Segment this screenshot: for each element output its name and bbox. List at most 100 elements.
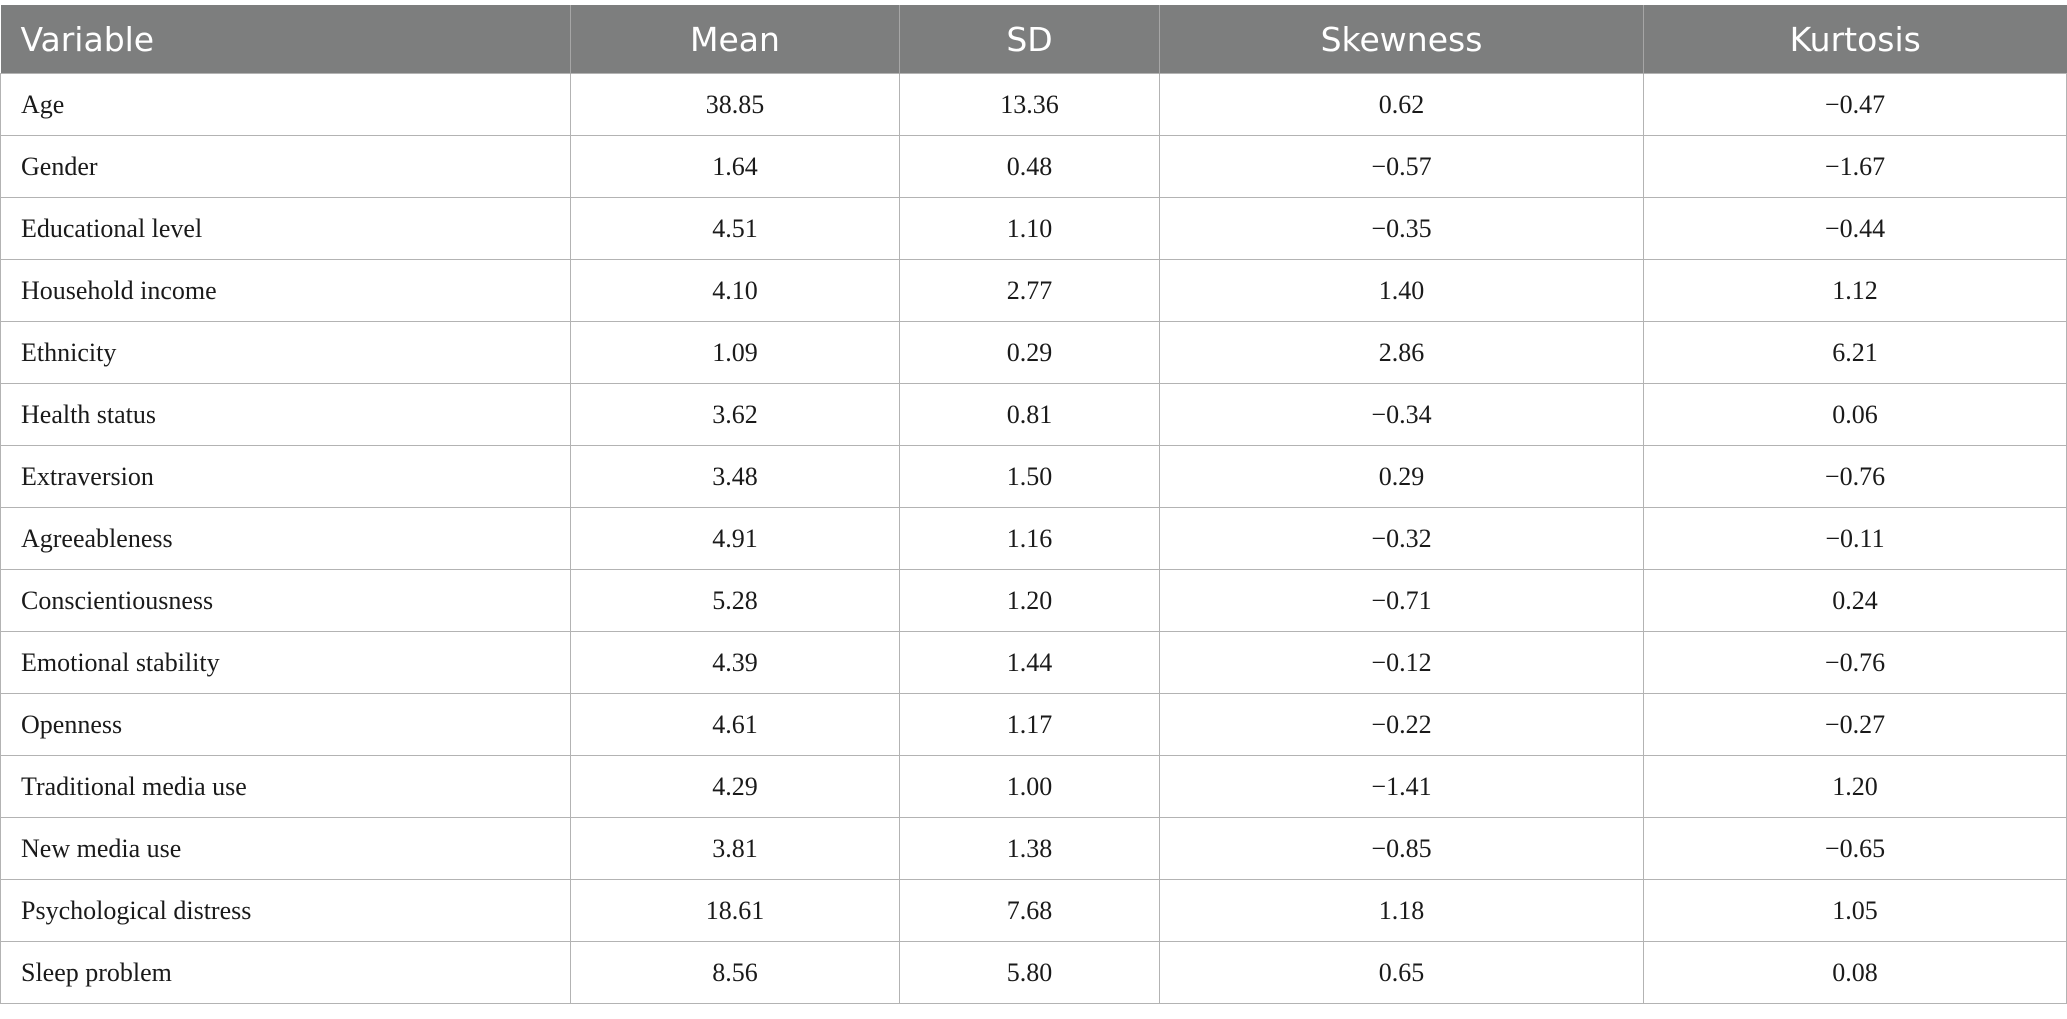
cell-sd: 0.29 bbox=[899, 321, 1160, 384]
header-row: Variable Mean SD Skewness Kurtosis bbox=[0, 5, 2067, 74]
descriptive-statistics-table: Variable Mean SD Skewness Kurtosis Age 38… bbox=[0, 5, 2067, 1004]
cell-variable: Agreeableness bbox=[0, 507, 571, 570]
header-mean: Mean bbox=[570, 5, 900, 74]
cell-mean: 4.61 bbox=[570, 693, 900, 756]
cell-variable: Household income bbox=[0, 259, 571, 322]
cell-kurtosis: 6.21 bbox=[1643, 321, 2067, 384]
cell-kurtosis: 1.12 bbox=[1643, 259, 2067, 322]
table-row: Extraversion 3.48 1.50 0.29 −0.76 bbox=[0, 445, 2067, 508]
cell-kurtosis: 0.24 bbox=[1643, 569, 2067, 632]
cell-kurtosis: −0.47 bbox=[1643, 73, 2067, 136]
cell-sd: 1.17 bbox=[899, 693, 1160, 756]
table-row: Age 38.85 13.36 0.62 −0.47 bbox=[0, 73, 2067, 136]
header-sd: SD bbox=[899, 5, 1160, 74]
cell-kurtosis: −0.76 bbox=[1643, 631, 2067, 694]
cell-kurtosis: −0.44 bbox=[1643, 197, 2067, 260]
cell-sd: 1.50 bbox=[899, 445, 1160, 508]
cell-variable: Ethnicity bbox=[0, 321, 571, 384]
cell-skewness: 2.86 bbox=[1159, 321, 1644, 384]
cell-mean: 4.39 bbox=[570, 631, 900, 694]
table-header: Variable Mean SD Skewness Kurtosis bbox=[0, 5, 2067, 74]
table-row: New media use 3.81 1.38 −0.85 −0.65 bbox=[0, 817, 2067, 880]
cell-mean: 38.85 bbox=[570, 73, 900, 136]
cell-variable: Psychological distress bbox=[0, 879, 571, 942]
cell-skewness: −0.22 bbox=[1159, 693, 1644, 756]
cell-sd: 7.68 bbox=[899, 879, 1160, 942]
cell-mean: 1.09 bbox=[570, 321, 900, 384]
cell-variable: Health status bbox=[0, 383, 571, 446]
cell-mean: 5.28 bbox=[570, 569, 900, 632]
cell-skewness: −0.35 bbox=[1159, 197, 1644, 260]
cell-variable: New media use bbox=[0, 817, 571, 880]
table-row: Agreeableness 4.91 1.16 −0.32 −0.11 bbox=[0, 507, 2067, 570]
cell-sd: 0.48 bbox=[899, 135, 1160, 198]
cell-variable: Educational level bbox=[0, 197, 571, 260]
cell-sd: 1.38 bbox=[899, 817, 1160, 880]
cell-variable: Emotional stability bbox=[0, 631, 571, 694]
cell-kurtosis: 1.20 bbox=[1643, 755, 2067, 818]
cell-skewness: 0.62 bbox=[1159, 73, 1644, 136]
cell-sd: 1.00 bbox=[899, 755, 1160, 818]
cell-sd: 1.16 bbox=[899, 507, 1160, 570]
cell-skewness: −0.32 bbox=[1159, 507, 1644, 570]
cell-skewness: 0.29 bbox=[1159, 445, 1644, 508]
cell-sd: 1.10 bbox=[899, 197, 1160, 260]
cell-skewness: −0.12 bbox=[1159, 631, 1644, 694]
table-row: Ethnicity 1.09 0.29 2.86 6.21 bbox=[0, 321, 2067, 384]
table-row: Educational level 4.51 1.10 −0.35 −0.44 bbox=[0, 197, 2067, 260]
cell-mean: 4.91 bbox=[570, 507, 900, 570]
cell-skewness: −0.85 bbox=[1159, 817, 1644, 880]
cell-kurtosis: 1.05 bbox=[1643, 879, 2067, 942]
cell-sd: 2.77 bbox=[899, 259, 1160, 322]
cell-kurtosis: −0.76 bbox=[1643, 445, 2067, 508]
table-body: Age 38.85 13.36 0.62 −0.47 Gender 1.64 0.48 −0.5… bbox=[0, 73, 2067, 1004]
cell-mean: 4.10 bbox=[570, 259, 900, 322]
cell-variable: Conscientiousness bbox=[0, 569, 571, 632]
cell-mean: 3.48 bbox=[570, 445, 900, 508]
table-row: Psychological distress 18.61 7.68 1.18 1.05 bbox=[0, 879, 2067, 942]
table-row: Sleep problem 8.56 5.80 0.65 0.08 bbox=[0, 941, 2067, 1004]
table-row: Openness 4.61 1.17 −0.22 −0.27 bbox=[0, 693, 2067, 756]
cell-mean: 3.62 bbox=[570, 383, 900, 446]
header-kurtosis: Kurtosis bbox=[1643, 5, 2067, 74]
cell-skewness: 0.65 bbox=[1159, 941, 1644, 1004]
cell-skewness: 1.40 bbox=[1159, 259, 1644, 322]
cell-sd: 1.20 bbox=[899, 569, 1160, 632]
cell-kurtosis: 0.08 bbox=[1643, 941, 2067, 1004]
cell-mean: 4.29 bbox=[570, 755, 900, 818]
cell-mean: 18.61 bbox=[570, 879, 900, 942]
cell-skewness: −0.34 bbox=[1159, 383, 1644, 446]
cell-kurtosis: −0.27 bbox=[1643, 693, 2067, 756]
cell-kurtosis: −0.65 bbox=[1643, 817, 2067, 880]
table-row: Emotional stability 4.39 1.44 −0.12 −0.76 bbox=[0, 631, 2067, 694]
descriptive-statistics-table-container: Variable Mean SD Skewness Kurtosis Age 38… bbox=[0, 5, 2067, 1004]
table-row: Household income 4.10 2.77 1.40 1.12 bbox=[0, 259, 2067, 322]
table-row: Health status 3.62 0.81 −0.34 0.06 bbox=[0, 383, 2067, 446]
cell-kurtosis: 0.06 bbox=[1643, 383, 2067, 446]
cell-variable: Gender bbox=[0, 135, 571, 198]
cell-variable: Traditional media use bbox=[0, 755, 571, 818]
table-row: Gender 1.64 0.48 −0.57 −1.67 bbox=[0, 135, 2067, 198]
header-variable: Variable bbox=[0, 5, 571, 74]
cell-skewness: −1.41 bbox=[1159, 755, 1644, 818]
cell-skewness: −0.71 bbox=[1159, 569, 1644, 632]
cell-variable: Openness bbox=[0, 693, 571, 756]
cell-kurtosis: −0.11 bbox=[1643, 507, 2067, 570]
cell-mean: 8.56 bbox=[570, 941, 900, 1004]
cell-skewness: −0.57 bbox=[1159, 135, 1644, 198]
cell-skewness: 1.18 bbox=[1159, 879, 1644, 942]
cell-variable: Sleep problem bbox=[0, 941, 571, 1004]
cell-sd: 0.81 bbox=[899, 383, 1160, 446]
cell-sd: 1.44 bbox=[899, 631, 1160, 694]
cell-mean: 3.81 bbox=[570, 817, 900, 880]
table-row: Conscientiousness 5.28 1.20 −0.71 0.24 bbox=[0, 569, 2067, 632]
cell-variable: Age bbox=[0, 73, 571, 136]
cell-variable: Extraversion bbox=[0, 445, 571, 508]
cell-kurtosis: −1.67 bbox=[1643, 135, 2067, 198]
cell-mean: 1.64 bbox=[570, 135, 900, 198]
header-skewness: Skewness bbox=[1159, 5, 1644, 74]
cell-sd: 5.80 bbox=[899, 941, 1160, 1004]
table-row: Traditional media use 4.29 1.00 −1.41 1.20 bbox=[0, 755, 2067, 818]
cell-mean: 4.51 bbox=[570, 197, 900, 260]
cell-sd: 13.36 bbox=[899, 73, 1160, 136]
